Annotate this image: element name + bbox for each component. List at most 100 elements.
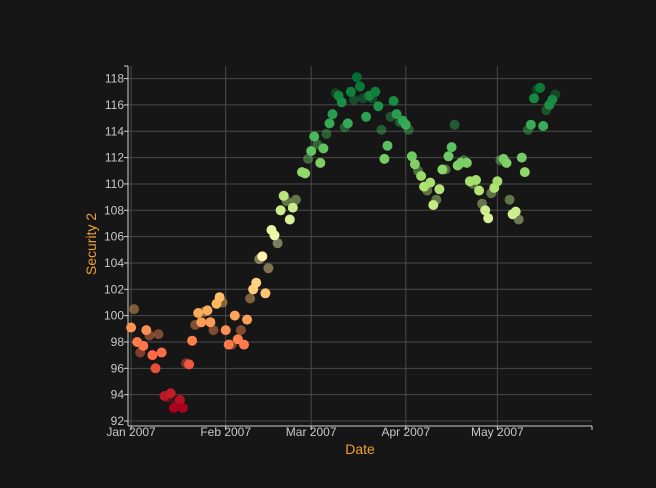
data-point [382, 140, 393, 151]
x-tick-label: Apr 2007 [381, 425, 430, 439]
data-point [214, 292, 225, 303]
data-point [370, 86, 381, 97]
data-point [165, 388, 176, 399]
data-point [449, 119, 460, 130]
data-point [492, 176, 503, 187]
data-point [379, 153, 390, 164]
data-point [425, 177, 436, 188]
data-point [388, 96, 399, 106]
data-point [284, 214, 295, 225]
grid-lines [128, 66, 592, 426]
data-point [510, 206, 521, 217]
data-point [315, 157, 326, 168]
data-point [205, 317, 216, 328]
y-tick-label: 96 [111, 361, 125, 375]
data-point [535, 82, 546, 93]
data-point [287, 202, 298, 213]
data-point [196, 317, 207, 328]
data-point [440, 164, 451, 175]
data-point [525, 119, 536, 130]
data-point [437, 164, 448, 175]
data-point [342, 118, 353, 129]
y-tick-label: 102 [104, 282, 124, 296]
y-tick-label: 94 [111, 388, 125, 402]
data-point [327, 109, 338, 120]
data-point [126, 322, 137, 333]
data-point [446, 142, 457, 153]
data-point [428, 200, 439, 210]
data-point [513, 214, 524, 225]
data-point [156, 347, 167, 358]
x-tick-label: Jan 2007 [106, 425, 156, 439]
data-point [138, 340, 149, 351]
data-point [471, 175, 481, 185]
data-point [239, 339, 249, 350]
data-point [306, 146, 317, 156]
x-tick-label: May 2007 [471, 425, 524, 439]
data-point [318, 143, 329, 154]
data-point [345, 86, 356, 97]
data-point [538, 121, 549, 131]
data-point [220, 325, 231, 336]
data-point [129, 304, 140, 315]
data-point [443, 151, 454, 162]
data-points [126, 72, 561, 413]
data-point [431, 194, 442, 205]
data-point [300, 168, 311, 179]
y-tick-label: 116 [105, 98, 124, 112]
data-point [245, 293, 256, 304]
data-point [257, 251, 268, 262]
y-axis-ticks: 92 94 96 98 100 102 104 106 108 110 112 114 116 118 [104, 72, 128, 428]
data-point [324, 118, 335, 129]
data-point [281, 196, 292, 207]
y-tick-label: 110 [105, 177, 124, 191]
x-tick-label: Mar 2007 [286, 425, 337, 439]
data-point [321, 128, 332, 139]
data-point [351, 72, 362, 83]
data-point [376, 124, 387, 135]
data-point [501, 157, 512, 168]
data-point [416, 171, 427, 181]
data-point [141, 325, 152, 336]
data-point [217, 297, 228, 308]
data-point [529, 93, 539, 104]
y-tick-label: 108 [104, 203, 124, 217]
data-point [278, 190, 289, 201]
data-point [187, 335, 198, 346]
data-point [153, 329, 164, 340]
data-point [422, 185, 433, 196]
data-point [504, 194, 515, 205]
data-point [168, 402, 179, 413]
y-tick-label: 92 [111, 414, 125, 428]
y-axis-title: Security 2 [83, 213, 99, 275]
data-point [184, 359, 195, 370]
data-point [309, 131, 320, 142]
data-point [260, 288, 271, 299]
data-point [208, 325, 219, 336]
axes [124, 65, 593, 430]
data-point [434, 184, 445, 195]
data-point [193, 308, 204, 318]
data-point [202, 305, 213, 316]
x-tick-label: Feb 2007 [200, 425, 251, 439]
data-point [275, 205, 286, 216]
data-point [516, 152, 527, 163]
data-point [251, 277, 262, 288]
data-point [177, 402, 188, 413]
data-point [474, 185, 485, 196]
data-point [144, 330, 155, 341]
y-tick-label: 100 [104, 309, 124, 323]
data-point [269, 230, 280, 241]
data-point [336, 97, 347, 108]
data-point [263, 263, 274, 274]
data-point [519, 167, 530, 178]
data-point [272, 238, 283, 249]
data-point [229, 310, 240, 321]
data-point [483, 213, 494, 224]
data-point [391, 109, 402, 120]
data-point [147, 350, 158, 361]
y-tick-label: 112 [105, 151, 124, 165]
data-point [461, 157, 472, 168]
data-point [550, 89, 561, 100]
data-point [480, 205, 491, 216]
